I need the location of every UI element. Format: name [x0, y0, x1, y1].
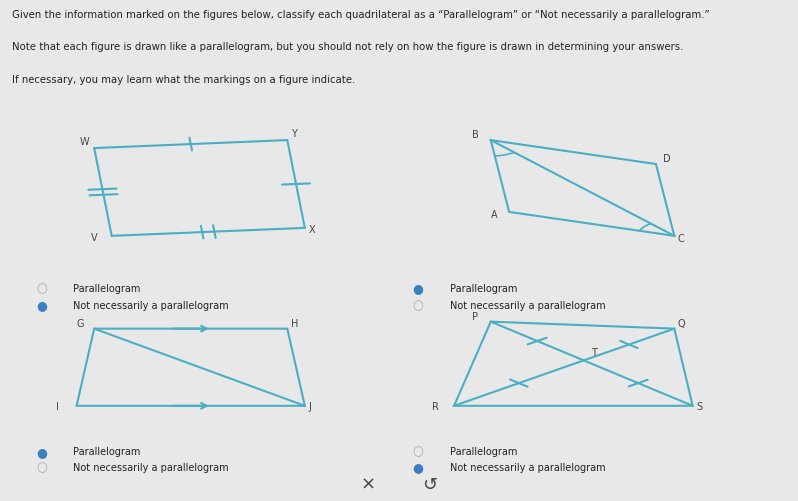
Text: ●: ● [412, 461, 423, 474]
Text: ●: ● [36, 300, 47, 313]
Text: Note that each figure is drawn like a parallelogram, but you should not rely on : Note that each figure is drawn like a pa… [12, 42, 683, 52]
Text: B: B [472, 130, 479, 140]
Text: ○: ○ [412, 300, 423, 313]
Text: ○: ○ [36, 282, 47, 295]
Text: S: S [697, 402, 702, 412]
Text: If necessary, you may learn what the markings on a figure indicate.: If necessary, you may learn what the mar… [12, 75, 355, 85]
Text: I: I [56, 402, 58, 412]
Text: T: T [591, 348, 597, 358]
Text: Parallelogram: Parallelogram [450, 284, 518, 294]
Text: G: G [77, 319, 84, 329]
Text: ●: ● [36, 445, 47, 458]
Text: ○: ○ [412, 445, 423, 458]
Text: Q: Q [678, 319, 685, 329]
Text: Not necessarily a parallelogram: Not necessarily a parallelogram [450, 301, 606, 311]
Text: H: H [290, 319, 298, 329]
Text: D: D [663, 154, 671, 164]
Text: Given the information marked on the figures below, classify each quadrilateral a: Given the information marked on the figu… [12, 10, 709, 20]
Text: Parallelogram: Parallelogram [450, 447, 518, 457]
Text: W: W [80, 137, 89, 147]
Text: Not necessarily a parallelogram: Not necessarily a parallelogram [450, 462, 606, 472]
Text: C: C [678, 234, 685, 244]
Text: Parallelogram: Parallelogram [73, 284, 140, 294]
Text: X: X [308, 224, 315, 234]
Text: Parallelogram: Parallelogram [73, 447, 140, 457]
Text: Not necessarily a parallelogram: Not necessarily a parallelogram [73, 462, 229, 472]
Text: ×: × [361, 476, 375, 493]
Text: ○: ○ [36, 461, 47, 474]
Text: V: V [91, 232, 97, 242]
Text: Not necessarily a parallelogram: Not necessarily a parallelogram [73, 301, 229, 311]
Text: A: A [491, 210, 497, 220]
Text: Y: Y [290, 129, 297, 139]
Text: J: J [308, 402, 311, 412]
Text: R: R [432, 402, 439, 412]
Text: ●: ● [412, 282, 423, 295]
Text: ↺: ↺ [423, 476, 437, 493]
Text: P: P [472, 312, 479, 322]
